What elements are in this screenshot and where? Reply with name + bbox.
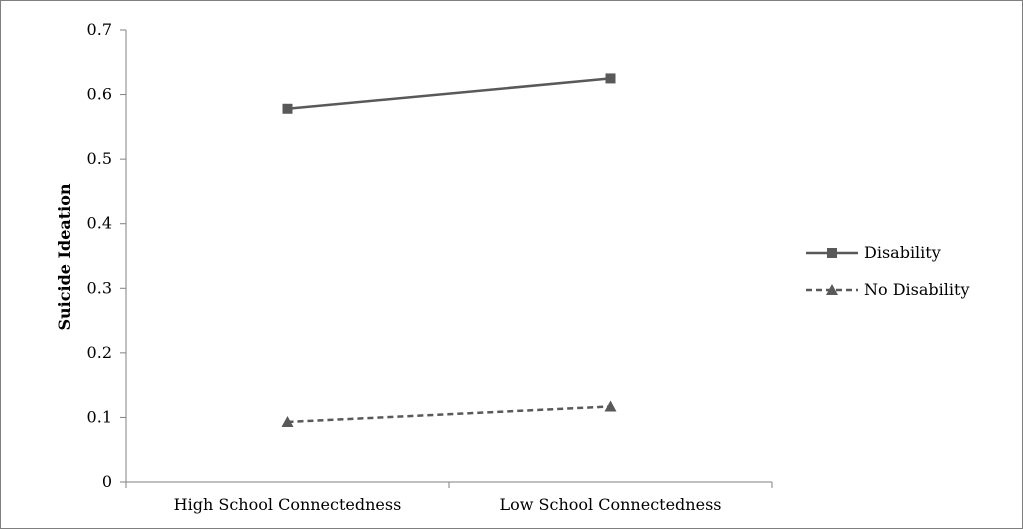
series-disability: [282, 73, 616, 114]
axes: 0 0.1 0.2 0.3 0.4 0.5 0.6 0.7 High School Conne…: [87, 20, 773, 514]
disability-point: [282, 103, 293, 114]
series-no-disability: [281, 400, 617, 427]
x-ticks: High School Connectedness Low School Conn…: [125, 482, 773, 514]
x-tick-label: Low School Connectedness: [500, 495, 722, 514]
legend-label: Disability: [864, 243, 941, 262]
y-tick-label: 0.6: [87, 85, 112, 104]
no-disability-line: [287, 405, 611, 424]
legend-item-disability: Disability: [806, 243, 941, 262]
legend: Disability No Disability: [806, 243, 969, 299]
y-tick-label: 0.3: [87, 278, 112, 297]
y-tick-label: 0.2: [87, 343, 112, 362]
y-tick-label: 0.1: [87, 407, 112, 426]
disability-point: [605, 73, 616, 84]
no-disability-point: [281, 415, 294, 427]
disability-line: [287, 77, 611, 111]
no-disability-point: [604, 400, 617, 412]
y-tick-label: 0.7: [87, 20, 112, 39]
x-tick-label: High School Connectedness: [174, 495, 402, 514]
legend-item-no-disability: No Disability: [806, 280, 969, 299]
y-tick-label: 0.4: [87, 214, 112, 233]
legend-swatch-marker: [827, 248, 837, 258]
y-tick-label: 0: [102, 472, 112, 491]
series-layer: [281, 73, 617, 427]
y-ticks: 0 0.1 0.2 0.3 0.4 0.5 0.6 0.7: [87, 20, 126, 491]
legend-label: No Disability: [864, 280, 969, 299]
legend-swatch-marker: [826, 284, 838, 295]
y-tick-label: 0.5: [87, 149, 112, 168]
y-axis-title: Suicide Ideation: [55, 183, 74, 330]
